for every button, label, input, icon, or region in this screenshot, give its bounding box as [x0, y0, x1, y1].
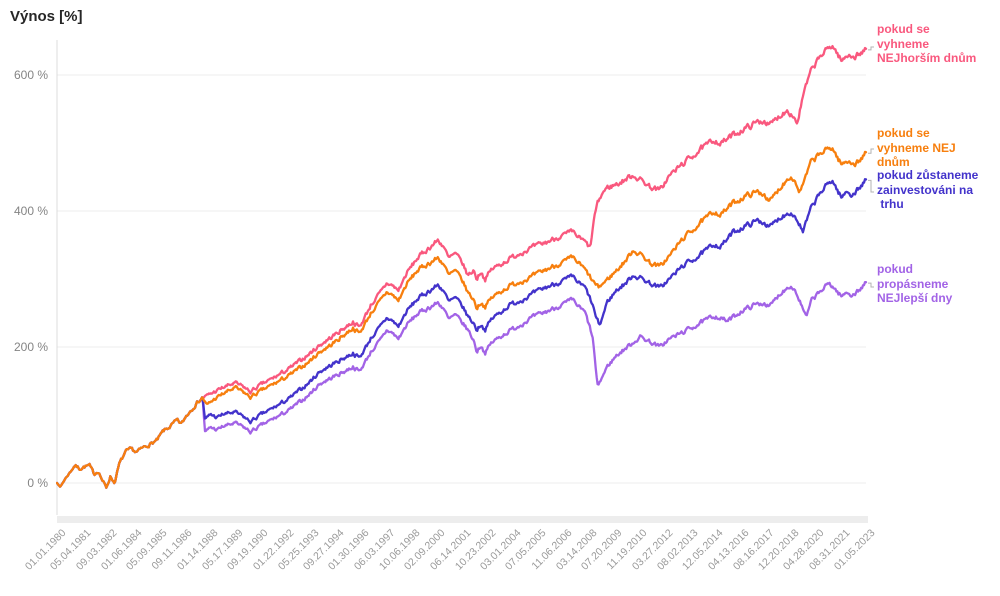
label-connector-avoid-worst — [868, 46, 874, 51]
series-label-miss-best-days: pokud propásneme NEJlepší dny — [877, 262, 953, 306]
series-label-avoid-worst: pokud se vyhneme NEJhorším dnům — [877, 22, 977, 66]
x-axis-band — [57, 516, 868, 523]
y-tick-label: 0 % — [27, 476, 48, 490]
series-line-miss-best-days — [56, 280, 868, 489]
y-tick-label: 600 % — [13, 68, 48, 82]
y-tick-label: 400 % — [13, 204, 48, 218]
series-label-avoid-extreme-days: pokud se vyhneme NEJ dnům — [877, 126, 956, 170]
label-connector-avoid-extreme-days — [868, 148, 874, 154]
y-tick-label: 200 % — [13, 340, 48, 354]
series-line-stay-invested — [56, 178, 868, 489]
chart-title: Výnos [%] — [10, 8, 83, 25]
label-connector-stay-invested — [868, 179, 874, 193]
series-line-avoid-extreme-days — [56, 146, 868, 489]
series-label-stay-invested: pokud zůstaneme zainvestováni na trhu — [877, 168, 979, 212]
label-connector-miss-best-days — [868, 282, 874, 288]
